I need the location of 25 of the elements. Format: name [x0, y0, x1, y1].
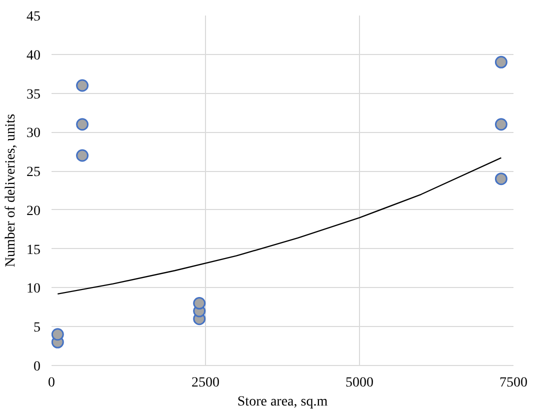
y-tick-label: 25 [26, 165, 40, 180]
x-tick-label: 5000 [346, 376, 374, 390]
point [494, 56, 508, 68]
y-tick-label: 5 [34, 320, 40, 336]
x-tick-label: 2500 [192, 376, 220, 390]
y-axis-title: Number of deliveries, units [4, 114, 18, 268]
x-tick-label: 0 [48, 376, 55, 390]
point [52, 328, 64, 341]
x-tick-label: 7500 [500, 376, 528, 390]
point [494, 118, 508, 131]
y-tick-label: 0 [34, 360, 40, 374]
point [193, 297, 206, 310]
y-tick-label: 20 [26, 204, 40, 219]
x-axis-title: Store area, sq.m [237, 394, 328, 410]
point [76, 149, 89, 162]
y-tick-label: 45 [26, 10, 40, 24]
y-tick-label: 30 [26, 126, 40, 142]
line-series [57, 157, 502, 295]
y-tick-label: 35 [26, 87, 40, 102]
y-tick-label: 40 [26, 48, 40, 64]
y-tick-label: 15 [26, 242, 40, 258]
y-tick-label: 10 [26, 282, 40, 297]
point [76, 118, 89, 131]
point [76, 79, 89, 92]
point [494, 172, 508, 186]
